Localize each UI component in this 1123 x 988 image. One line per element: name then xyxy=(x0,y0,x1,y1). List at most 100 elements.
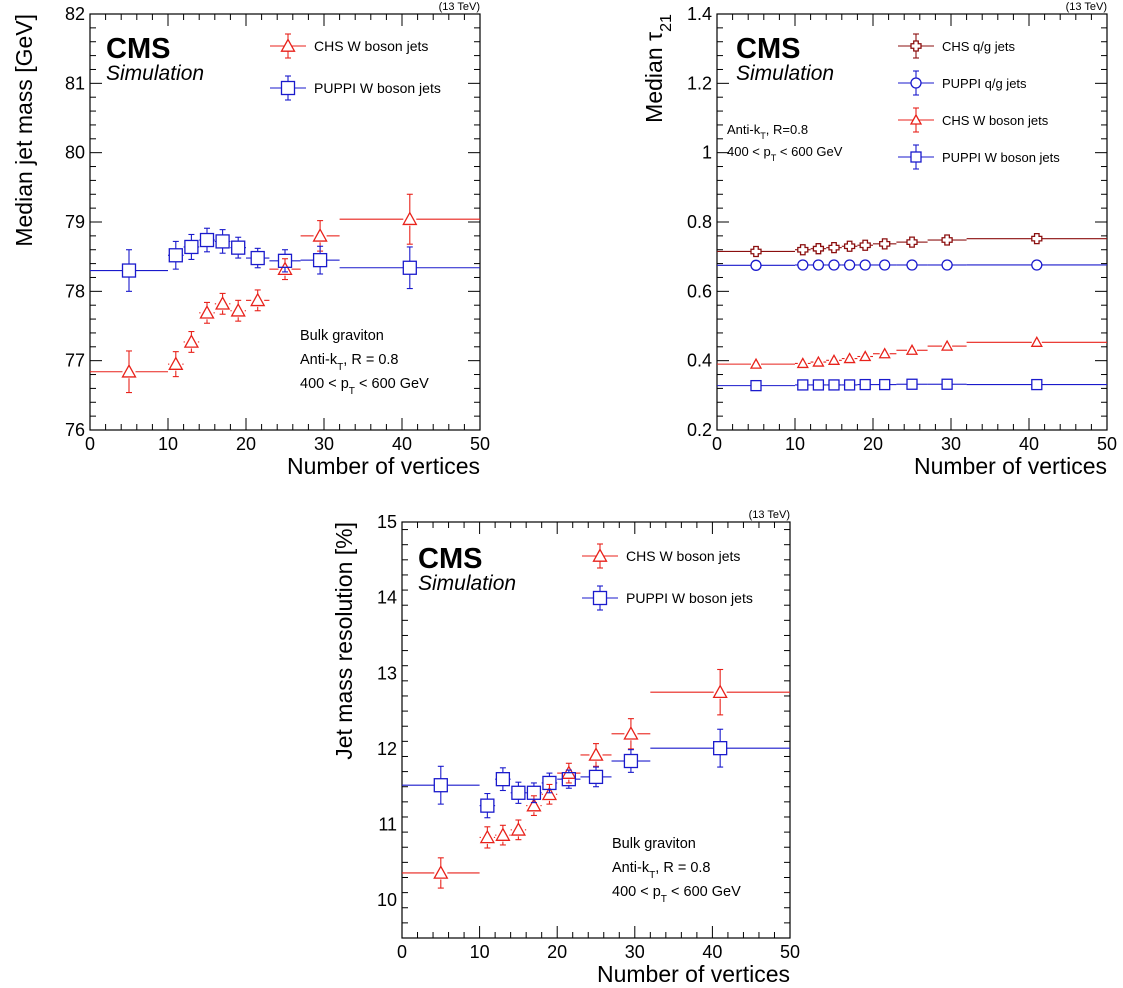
series-chs-q-g-jets xyxy=(717,232,1107,258)
x-tick-label: 20 xyxy=(236,434,256,454)
data-point xyxy=(905,343,919,355)
y-tick-label: 10 xyxy=(377,890,397,910)
x-tick-label: 30 xyxy=(314,434,334,454)
legend-marker xyxy=(909,113,923,125)
data-point xyxy=(121,263,137,278)
data-point xyxy=(796,357,809,369)
legend-label: CHS q/g jets xyxy=(942,39,1015,54)
data-point xyxy=(859,350,872,362)
series-puppi-w-boson-jets xyxy=(402,728,790,819)
data-point xyxy=(1030,335,1043,347)
y-tick-label: 79 xyxy=(65,212,85,232)
data-point xyxy=(168,356,184,370)
legend-marker xyxy=(280,38,296,52)
chart-panel-2: 0 10 20 30 40 50 0.2 0.4 0.6 0.8 1 1.2 1.4 Number of … xyxy=(641,1,1117,479)
data-point xyxy=(797,259,809,271)
data-point xyxy=(941,378,953,390)
data-point xyxy=(231,240,246,255)
y-tick-label: 15 xyxy=(377,512,397,532)
data-point xyxy=(250,292,266,307)
data-point xyxy=(542,775,557,791)
annotation-line: Bulk graviton xyxy=(612,836,696,852)
legend-label: PUPPI W boson jets xyxy=(314,80,441,96)
data-point xyxy=(215,234,230,249)
data-point xyxy=(812,243,825,255)
annotation-line: Anti-kT, R = 0.8 xyxy=(612,860,710,881)
y-tick-label: 0.4 xyxy=(687,351,712,371)
series-chs-w-boson-jets xyxy=(717,335,1107,369)
data-point xyxy=(480,798,495,813)
legend-label: PUPPI W boson jets xyxy=(942,150,1060,165)
x-tick-label: 30 xyxy=(941,434,961,454)
data-point xyxy=(511,785,526,800)
data-point xyxy=(541,786,558,801)
chart-panel-1: 0 10 20 30 40 50 76 77 78 79 80 81 82 Number of verti… xyxy=(11,1,490,479)
legend-entry: CHS W boson jets xyxy=(582,543,740,569)
data-point xyxy=(588,769,604,785)
x-tick-label: 50 xyxy=(1097,434,1117,454)
legend-label: PUPPI W boson jets xyxy=(626,590,753,606)
x-tick-label: 0 xyxy=(397,942,407,962)
legend-label: CHS W boson jets xyxy=(626,548,740,564)
data-point xyxy=(843,352,856,364)
data-point xyxy=(812,259,825,271)
x-tick-label: 10 xyxy=(158,434,178,454)
data-point xyxy=(941,259,953,271)
y-tick-label: 77 xyxy=(65,351,85,371)
legend-entry: CHS W boson jets xyxy=(270,33,428,59)
data-point xyxy=(906,378,918,390)
y-tick-label: 1 xyxy=(702,143,712,163)
data-point xyxy=(812,379,825,391)
simulation-label: Simulation xyxy=(106,62,204,85)
data-point xyxy=(199,304,215,319)
x-tick-label: 30 xyxy=(625,942,645,962)
annotation-line: 400 < pT < 600 GeV xyxy=(300,376,429,397)
y-tick-label: 14 xyxy=(377,588,397,608)
x-axis-title: Number of vertices xyxy=(287,453,480,479)
data-point xyxy=(250,250,265,266)
data-point xyxy=(277,253,293,268)
data-point xyxy=(495,772,511,787)
y-tick-label: 0.6 xyxy=(687,281,712,301)
data-point xyxy=(402,211,418,226)
data-point xyxy=(879,238,891,250)
data-point xyxy=(879,378,891,391)
data-point xyxy=(859,378,871,391)
data-point xyxy=(230,302,246,317)
data-point xyxy=(749,357,763,369)
legend-entry: PUPPI W boson jets xyxy=(898,144,1060,170)
y-tick-label: 82 xyxy=(65,4,85,24)
data-point xyxy=(184,239,199,255)
data-point xyxy=(843,379,856,391)
legend-entry: CHS W boson jets xyxy=(898,107,1049,133)
annotation-line: Anti-kT, R = 0.8 xyxy=(300,352,398,373)
y-tick-label: 78 xyxy=(65,281,85,301)
annotation-line: 400 < pT < 600 GeV xyxy=(727,144,843,163)
data-point xyxy=(168,248,183,263)
data-point xyxy=(797,244,809,256)
y-tick-label: 80 xyxy=(65,143,85,163)
cms-label: CMS xyxy=(106,33,170,65)
data-point xyxy=(859,259,871,271)
legend-entry: PUPPI q/g jets xyxy=(898,70,1027,96)
data-point xyxy=(1031,259,1043,271)
data-point xyxy=(750,245,762,258)
y-tick-label: 1.2 xyxy=(687,73,712,93)
legend-label: CHS W boson jets xyxy=(314,38,428,54)
y-tick-label: 0.2 xyxy=(687,420,712,440)
data-point xyxy=(941,234,953,246)
series-puppi-q-g-jets xyxy=(717,259,1107,271)
data-point xyxy=(1031,378,1043,391)
series-puppi-w-boson-jets xyxy=(90,227,480,292)
data-point xyxy=(433,865,449,879)
series-chs-w-boson-jets xyxy=(90,193,480,394)
data-point xyxy=(750,259,762,271)
cms-label: CMS xyxy=(418,543,482,575)
legend-marker xyxy=(592,590,608,606)
plot-frame xyxy=(401,521,791,939)
annotation-line: Anti-kT, R=0.8 xyxy=(727,122,808,141)
data-point xyxy=(940,339,954,351)
annotation-line: 400 < pT < 600 GeV xyxy=(612,884,741,905)
y-axis-title: Median τ21 xyxy=(641,14,675,123)
x-tick-label: 40 xyxy=(392,434,412,454)
